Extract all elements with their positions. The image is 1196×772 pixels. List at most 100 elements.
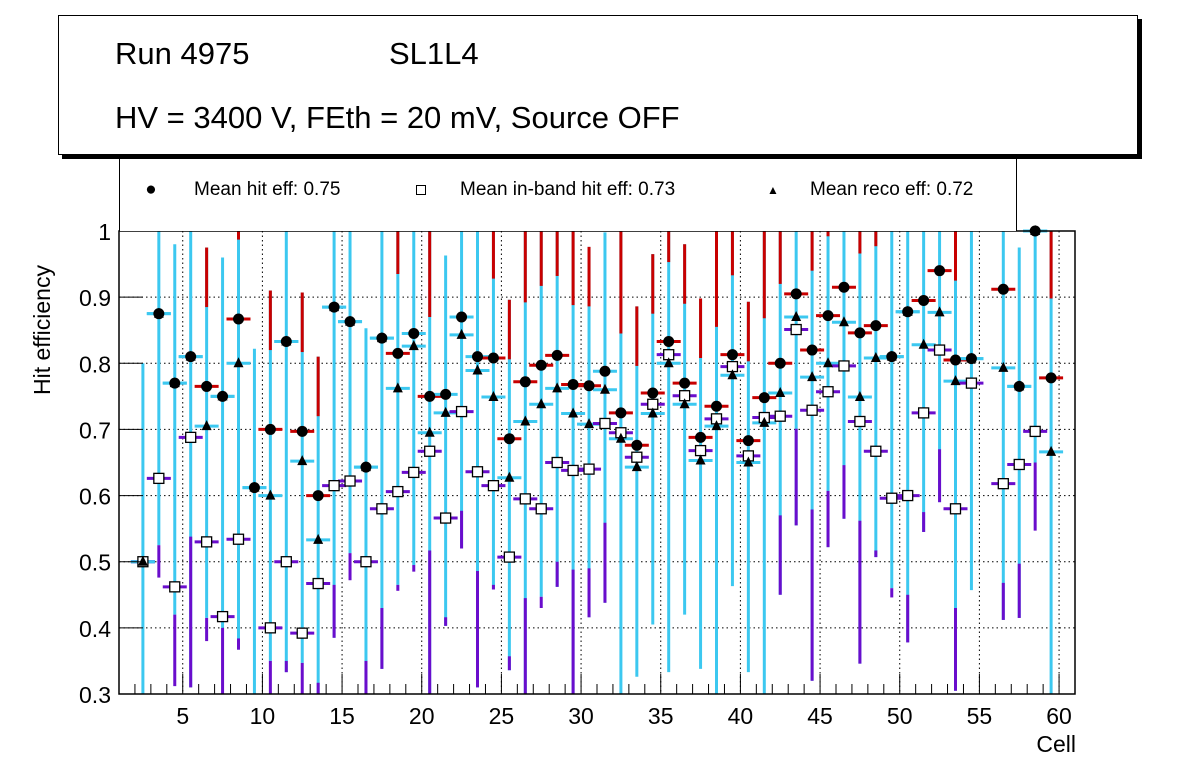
y-axis-label: Hit efficiency [29, 265, 55, 395]
reco-eff-point [615, 432, 626, 443]
hit-eff-point [870, 320, 882, 332]
x-tick-label: 20 [409, 703, 435, 729]
reco-eff-point [950, 375, 961, 386]
hit-eff-point [854, 327, 866, 339]
reco-eff-point [408, 340, 419, 351]
hit-eff-point [567, 378, 579, 390]
reco-eff-point [759, 416, 770, 427]
hit-eff-point [551, 349, 563, 361]
hit-eff-point [519, 376, 531, 388]
inband-eff-point [280, 556, 292, 568]
inband-eff-point [216, 610, 229, 623]
reco-eff-point [424, 426, 435, 437]
inband-eff-point [949, 503, 962, 515]
inband-eff-point [153, 472, 165, 485]
conditions-label: HV = 3400 V, FEth = 20 mV, Source OFF [115, 100, 680, 135]
inband-eff-point [854, 415, 866, 428]
inband-eff-point [312, 577, 324, 590]
inband-eff-point [376, 503, 388, 515]
inband-eff-point [1013, 458, 1025, 471]
hit-eff-point [233, 313, 244, 325]
legend: ● Mean hit eff: 0.75 Mean in-band hit ef… [119, 155, 1017, 231]
reco-eff-point [137, 555, 148, 566]
reco-eff-point [727, 369, 738, 380]
y-tick-label: 0.9 [79, 285, 111, 311]
reco-eff-point [313, 533, 324, 544]
inband-eff-point [902, 489, 914, 502]
reco-eff-point [217, 390, 228, 401]
reco-eff-point [488, 391, 499, 402]
inband-eff-point [886, 492, 898, 504]
run-label: Run 4975 [115, 36, 250, 71]
reco-eff-point [376, 332, 387, 343]
reco-eff-point [584, 418, 595, 429]
grid-lines [119, 231, 1075, 694]
hit-eff-point [663, 335, 675, 347]
y-tick-label: 0.8 [79, 351, 111, 377]
hit-eff-point [535, 359, 547, 371]
x-tick-label: 30 [568, 703, 594, 729]
reco-eff-point [1046, 445, 1057, 456]
inband-eff-point [360, 556, 372, 568]
reco-eff-point [807, 371, 818, 382]
filled-triangle-icon: ▲ [767, 183, 779, 197]
hit-eff-point [392, 347, 404, 359]
reco-eff-point [329, 301, 340, 312]
hit-eff-point [742, 435, 754, 447]
reco-eff-point [536, 398, 547, 409]
hit-eff-point [726, 349, 738, 361]
hit-eff-point [806, 344, 818, 356]
error-bars [130, 229, 1064, 694]
hit-eff-point [487, 352, 499, 364]
hit-eff-point [408, 328, 420, 340]
reco-eff-point [297, 455, 308, 466]
reco-eff-point [886, 350, 897, 361]
reco-eff-point [663, 357, 674, 368]
filled-circle-icon: ● [145, 179, 157, 200]
reco-eff-point [966, 352, 977, 363]
inband-eff-point [774, 410, 786, 422]
inband-eff-point [519, 493, 531, 505]
inband-eff-point [471, 466, 484, 478]
reco-eff-point [568, 407, 579, 418]
hit-eff-point [631, 439, 643, 451]
hit-eff-point [774, 357, 786, 369]
y-tick-label: 0.4 [79, 616, 111, 642]
hit-eff-point [997, 283, 1009, 295]
inband-eff-point [631, 451, 643, 463]
inband-eff-point [424, 445, 436, 457]
inband-eff-point [408, 466, 420, 479]
hit-eff-point [647, 387, 659, 399]
inband-eff-point [503, 551, 516, 563]
inband-eff-point [551, 456, 563, 469]
inband-eff-point [583, 463, 595, 475]
legend-label: Mean hit eff: 0.75 [194, 179, 341, 200]
inband-eff-point [965, 377, 978, 389]
hit-eff-point [950, 354, 961, 366]
hit-eff-point [424, 390, 436, 402]
reco-eff-point [440, 406, 451, 417]
inband-eff-point [806, 404, 818, 416]
inband-eff-point [870, 445, 882, 457]
x-tick-label: 60 [1046, 703, 1072, 729]
inband-eff-point [185, 431, 197, 444]
x-tick-label: 40 [728, 703, 754, 729]
inband-eff-point [296, 627, 308, 639]
inband-eff-point [790, 323, 802, 336]
reco-eff-point [249, 481, 260, 492]
data-markers [137, 225, 1057, 639]
reco-eff-point [265, 489, 276, 500]
x-axis-label: Cell [1036, 731, 1076, 757]
legend-item-inband: Mean in-band hit eff: 0.73 [396, 179, 675, 201]
axes: 5 10 15 20 25 30 35 40 45 50 55 60 0.3 0.4 0.5 0.6 0.7 0.… [79, 219, 1076, 729]
layer-label: SL1L4 [389, 36, 479, 71]
y-tick-label: 0.6 [79, 484, 111, 510]
inband-eff-point [328, 479, 340, 492]
y-tick-label: 0.5 [79, 550, 111, 576]
inband-eff-point [264, 622, 277, 634]
reco-eff-point [918, 338, 929, 349]
inband-eff-point [232, 533, 245, 545]
hit-eff-point [296, 425, 308, 437]
x-tick-label: 15 [329, 703, 355, 729]
reco-eff-point [169, 377, 180, 388]
